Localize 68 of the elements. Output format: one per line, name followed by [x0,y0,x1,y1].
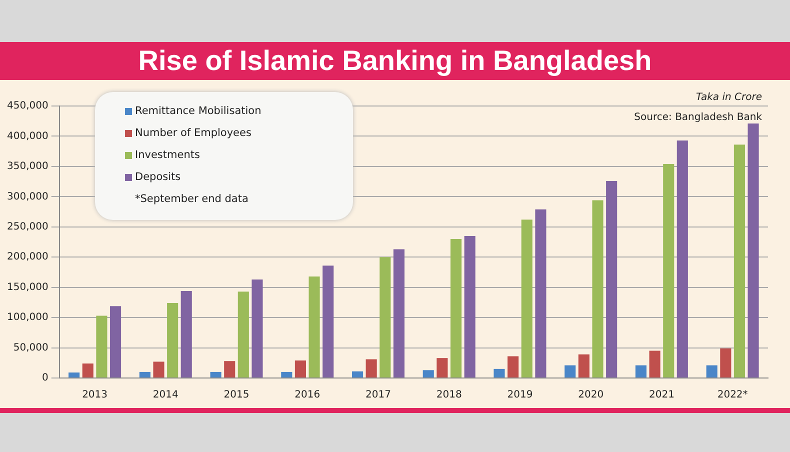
bar [139,372,150,378]
x-tick-label: 2018 [436,390,462,401]
x-tick-label: 2013 [82,390,108,401]
bar [96,316,108,378]
y-tick-label: 250,000 [6,221,48,232]
legend-label: Remittance Mobilisation [135,105,262,117]
bar [578,354,590,378]
x-tick-label: 2016 [294,390,320,401]
x-tick-label: 2022* [717,390,748,401]
bar [535,209,546,378]
bar [564,365,576,378]
bar [68,372,80,378]
bar [110,306,122,378]
y-tick-label: 200,000 [6,252,48,263]
y-tick-label: 350,000 [6,161,48,172]
bar [352,371,364,378]
bar [238,292,249,378]
y-tick-label: 400,000 [6,130,48,142]
bar [748,124,759,378]
x-tick-label: 2019 [507,390,533,401]
bar [635,365,647,378]
bar [450,238,462,378]
bar [720,348,732,378]
bar [294,360,306,378]
y-tick-label: 300,000 [6,191,48,202]
x-tick-label: 2017 [366,390,391,401]
annotation: Source: Bangladesh Bank [634,112,762,123]
bar [252,279,263,378]
annotation: *September end data [134,192,250,207]
bar [494,368,505,378]
bar [153,362,164,378]
bar [521,220,532,378]
x-tick-label: 2014 [152,390,178,401]
bar [649,350,660,378]
bar [606,180,618,378]
y-tick-label: 50,000 [13,342,48,354]
x-tick-label: 2020 [578,390,604,401]
bar [180,290,192,378]
bar [422,370,434,378]
text: Taka in Crore [696,92,762,103]
bar [308,276,320,378]
bar [82,363,94,378]
bar [167,303,178,378]
bar [322,266,334,378]
bar [464,236,476,378]
bar [436,358,448,378]
bar [706,365,718,378]
bar [224,361,236,378]
chart-title: Rise of Islamic Banking in Bangladesh [0,42,790,80]
bar [281,372,292,378]
y-tick-label: 100,000 [6,312,48,324]
legend-label: Deposits [135,171,181,183]
bar [663,164,674,378]
legend-label: Number of Employees [135,127,252,139]
x-tick-label: 2021 [648,390,674,401]
bar [380,257,391,378]
bar [393,249,404,378]
y-tick-label: 450,000 [6,100,48,112]
bar [508,356,519,378]
legend-label: Investments [135,149,200,161]
bar [734,144,746,378]
x-tick-label: 2015 [224,390,250,401]
bar [676,140,688,378]
y-tick-label: 0 [42,372,48,384]
y-tick-label: 150,000 [6,282,48,293]
bar [592,200,604,378]
bar [210,372,222,378]
bar [366,359,377,378]
